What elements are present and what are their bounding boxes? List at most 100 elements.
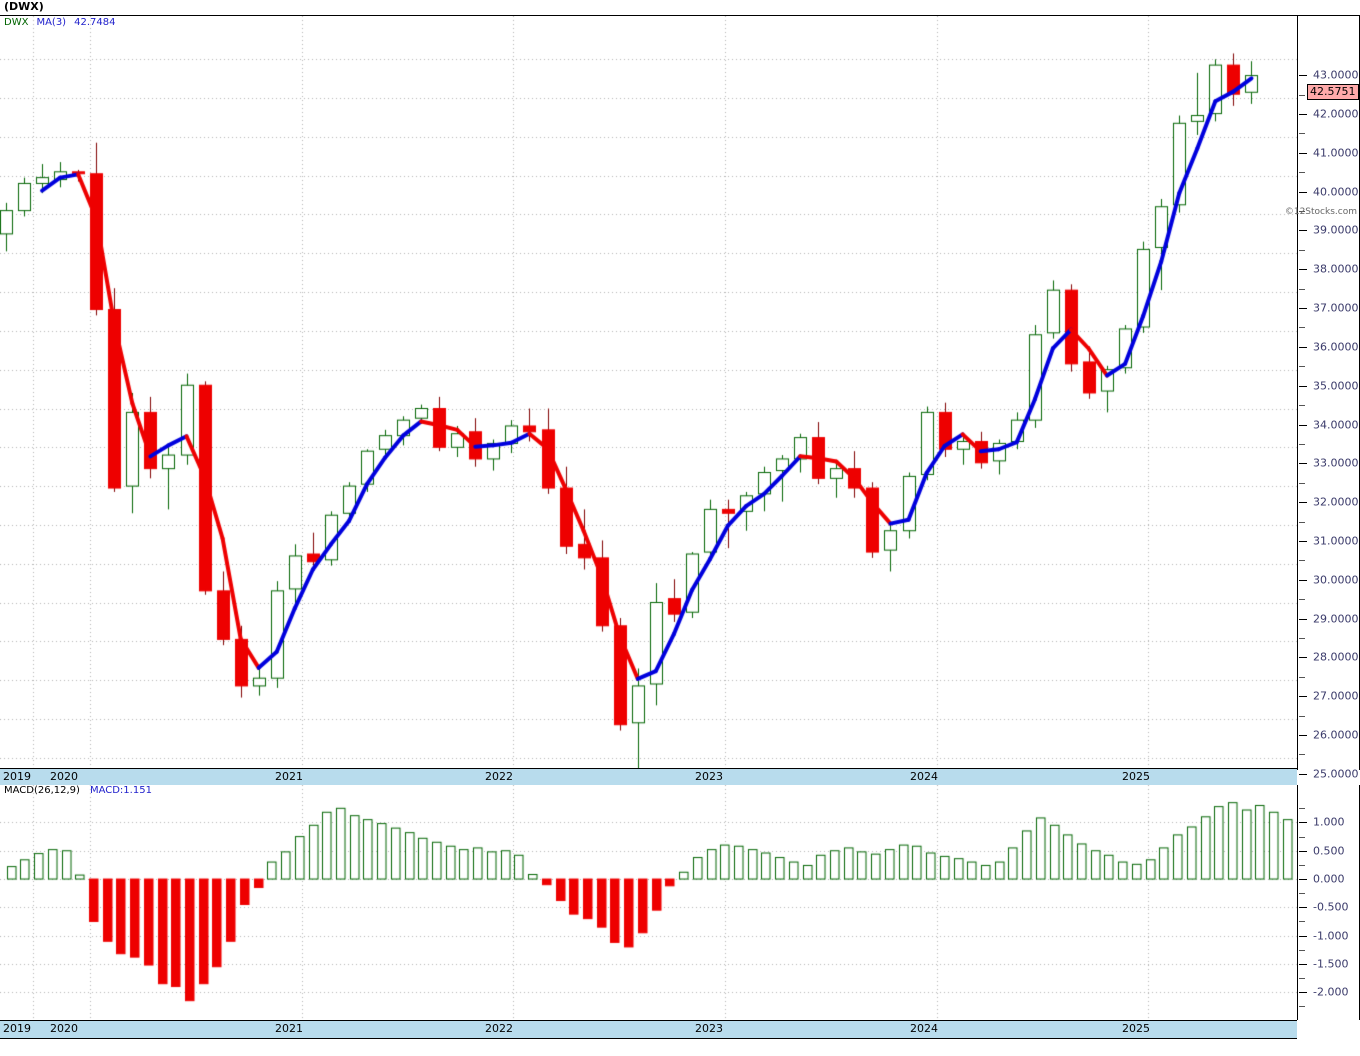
price-legend: DWX MA(3) 42.7484 xyxy=(4,17,115,28)
price-tick-label: 41.0000 xyxy=(1313,146,1359,160)
price-tick-label: 43.0000 xyxy=(1313,68,1359,82)
legend-symbol: DWX xyxy=(4,17,29,28)
price-tick-mark xyxy=(1299,269,1307,271)
price-tick-mark xyxy=(1299,657,1307,659)
price-tick-mark xyxy=(1299,385,1307,387)
macd-tick-mark xyxy=(1299,850,1307,852)
page-title: (DWX) xyxy=(4,0,44,13)
price-minor-tick xyxy=(1299,754,1305,756)
macd-minor-tick xyxy=(1299,893,1305,895)
price-tick-mark xyxy=(1299,346,1307,348)
price-panel: DWX MA(3) 42.7484 43.0000 42.0000 41.0000 40.… xyxy=(0,16,1360,780)
date-axis-label: 2024 xyxy=(910,770,938,783)
price-minor-tick xyxy=(1299,521,1305,523)
legend-value: 42.7484 xyxy=(74,17,116,28)
macd-tick-mark xyxy=(1299,963,1307,965)
price-y-axis[interactable]: 43.0000 42.0000 41.0000 40.0000 39.0000 38.00… xyxy=(1285,16,1360,780)
macd-tick-label: -1.000 xyxy=(1313,929,1349,943)
macd-legend-indicator: MACD(26,12,9) xyxy=(4,785,80,796)
price-minor-tick xyxy=(1299,482,1305,484)
date-axis-bottom: 2019 2020 2021 2022 2023 2024 2025 xyxy=(0,1020,1297,1039)
macd-tick-label: -1.500 xyxy=(1313,957,1349,971)
macd-minor-tick xyxy=(1299,808,1305,810)
price-tick-mark xyxy=(1299,424,1307,426)
legend-indicator: MA(3) xyxy=(36,17,67,28)
price-tick-label: 33.0000 xyxy=(1313,456,1359,470)
price-minor-tick xyxy=(1299,327,1305,329)
date-axis-label: 2022 xyxy=(485,1022,513,1035)
price-tick-mark xyxy=(1299,734,1307,736)
price-minor-tick xyxy=(1299,599,1305,601)
watermark-copyright: ©12Stocks.com xyxy=(1284,207,1357,217)
price-tick-mark xyxy=(1299,502,1307,504)
date-axis-label: 2025 xyxy=(1122,1022,1150,1035)
date-axis-label: 2019 xyxy=(3,770,31,783)
macd-minor-tick xyxy=(1299,978,1305,980)
price-minor-tick xyxy=(1299,715,1305,717)
macd-minor-tick xyxy=(1299,1006,1305,1008)
price-tick-label: 42.0000 xyxy=(1313,107,1359,121)
date-axis-label: 2023 xyxy=(695,1022,723,1035)
price-minor-tick xyxy=(1299,94,1305,96)
macd-tick-mark xyxy=(1299,822,1307,824)
macd-minor-tick xyxy=(1299,864,1305,866)
price-tick-label: 29.0000 xyxy=(1313,612,1359,625)
price-tick-label: 25.0000 xyxy=(1313,767,1359,781)
price-plot-area[interactable]: DWX MA(3) 42.7484 xyxy=(0,16,1297,770)
date-axis-label: 2020 xyxy=(50,1022,78,1035)
date-axis-label: 2022 xyxy=(485,770,513,783)
price-tick-mark xyxy=(1299,579,1307,581)
macd-tick-mark xyxy=(1299,992,1307,994)
current-price-tag: 42.5751 xyxy=(1307,83,1359,100)
price-minor-tick xyxy=(1299,560,1305,562)
price-axis-line xyxy=(1297,16,1298,770)
price-tick-label: 27.0000 xyxy=(1313,689,1359,703)
macd-tick-mark xyxy=(1299,879,1307,881)
candlestick-canvas xyxy=(0,16,1297,770)
price-tick-mark xyxy=(1299,773,1307,775)
macd-plot-area[interactable]: MACD(26,12,9) MACD:1.151 xyxy=(0,785,1297,1020)
macd-tick-mark xyxy=(1299,935,1307,937)
price-tick-label: 28.0000 xyxy=(1313,650,1359,664)
price-minor-tick xyxy=(1299,288,1305,290)
price-minor-tick xyxy=(1299,249,1305,251)
date-axis-label: 2019 xyxy=(3,1022,31,1035)
title-divider xyxy=(0,15,1360,16)
price-tick-mark xyxy=(1299,230,1307,232)
macd-histogram-canvas xyxy=(0,785,1297,1020)
price-tick-label: 38.0000 xyxy=(1313,262,1359,276)
macd-y-axis[interactable]: 1.000 0.500 0.000 -0.500 -1.000 -1.500 -2.000 xyxy=(1297,785,1360,1020)
price-tick-mark xyxy=(1299,152,1307,154)
price-tick-mark xyxy=(1299,540,1307,542)
price-tick-label: 32.0000 xyxy=(1313,495,1359,509)
price-tick-mark xyxy=(1299,696,1307,698)
date-axis-label: 2021 xyxy=(275,770,303,783)
price-minor-tick xyxy=(1299,172,1305,174)
price-tick-mark xyxy=(1299,308,1307,310)
price-tick-label: 35.0000 xyxy=(1313,379,1359,393)
price-tick-label: 39.0000 xyxy=(1313,223,1359,237)
date-axis-label: 2023 xyxy=(695,770,723,783)
macd-tick-label: 1.000 xyxy=(1313,815,1345,829)
price-tick-label: 34.0000 xyxy=(1313,418,1359,431)
macd-minor-tick xyxy=(1299,836,1305,838)
macd-tick-label: -2.000 xyxy=(1313,985,1349,999)
price-minor-tick xyxy=(1299,211,1305,213)
date-axis-label: 2020 xyxy=(50,770,78,783)
date-axis-label: 2024 xyxy=(910,1022,938,1035)
macd-legend: MACD(26,12,9) MACD:1.151 xyxy=(4,785,152,796)
price-tick-label: 26.0000 xyxy=(1313,728,1359,742)
price-minor-tick xyxy=(1299,676,1305,678)
macd-tick-label: -0.500 xyxy=(1313,900,1349,914)
macd-axis-line xyxy=(1297,785,1298,1020)
macd-minor-tick xyxy=(1299,949,1305,951)
price-tick-label: 30.0000 xyxy=(1313,573,1359,587)
window-title-bar: (DWX) xyxy=(0,0,1360,15)
date-axis-label: 2021 xyxy=(275,1022,303,1035)
date-axis-label: 2025 xyxy=(1122,770,1150,783)
price-tick-label: 37.0000 xyxy=(1313,301,1359,315)
macd-tick-mark xyxy=(1299,907,1307,909)
price-tick-label: 31.0000 xyxy=(1313,534,1359,548)
macd-tick-label: 0.000 xyxy=(1313,872,1345,886)
